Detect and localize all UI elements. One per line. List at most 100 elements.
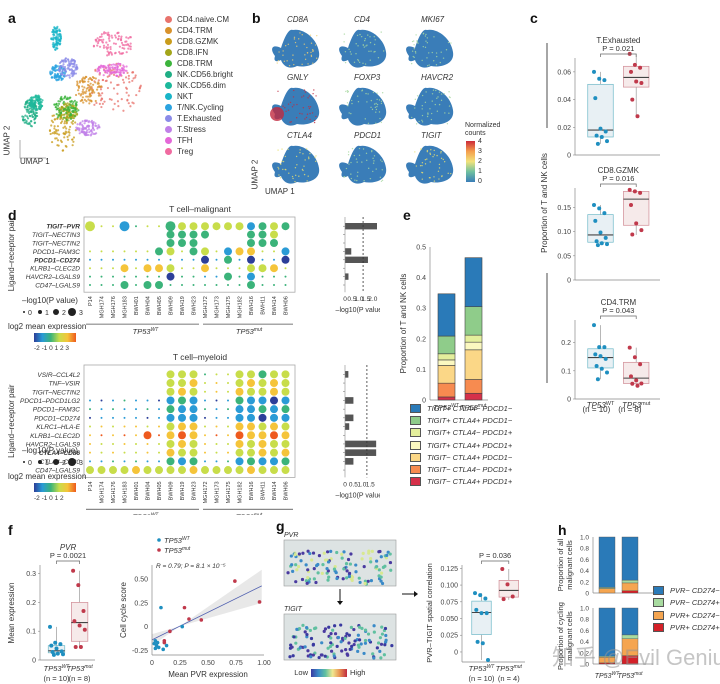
box [587, 214, 614, 243]
expr-point [443, 93, 445, 95]
data-point [597, 76, 602, 81]
spatial-spot [314, 580, 318, 585]
dot [189, 222, 198, 231]
cell-point [31, 114, 34, 117]
expr-point [362, 44, 365, 46]
legend-label: Treg [177, 147, 194, 156]
legend-label: T/NK.Cycling [177, 103, 224, 112]
expr-point [373, 51, 375, 53]
colorbar-title: Normalized counts [465, 122, 501, 137]
stacked-segment [598, 607, 616, 657]
cell-point [64, 70, 68, 73]
cell-point [73, 59, 76, 63]
cell-point [33, 106, 36, 109]
expr-point [287, 109, 290, 111]
expr-point [315, 115, 317, 118]
dot [178, 222, 186, 231]
sample-label: MGH176 [111, 481, 117, 503]
dot [258, 405, 267, 414]
expr-point [426, 158, 428, 160]
spatial-spot [326, 578, 330, 582]
expr-point [440, 93, 443, 95]
expr-point [430, 118, 433, 121]
dot [270, 230, 278, 239]
cell-point [65, 122, 68, 125]
ligand-receptor-pair: CD47–LGALS9 [35, 468, 80, 475]
cell-point [34, 99, 37, 102]
cell-point [97, 94, 101, 97]
cell-point [26, 108, 29, 111]
cell-point [82, 88, 85, 91]
expr-point [310, 51, 312, 54]
spatial-spot [377, 641, 381, 645]
cell-point [60, 77, 64, 80]
pvalue-bar [345, 371, 349, 378]
cell-point [81, 96, 84, 99]
umap-a-x-label: UMAP 1 [20, 157, 50, 166]
sample-label: MGH173 [215, 296, 221, 318]
spatial-spot [297, 552, 302, 556]
cell-point [116, 100, 120, 103]
ligand-receptor-pair: CTLA4–CD86 [39, 450, 81, 457]
sample-label: MGH182 [238, 481, 244, 503]
cell-point [54, 137, 57, 140]
legend-swatch [410, 477, 421, 487]
dot [146, 442, 149, 445]
gene-title: FOXP3 [354, 73, 381, 82]
spatial-spot [317, 554, 322, 558]
spatial-spot [348, 647, 352, 651]
bar-x-tick: 1.5 [366, 481, 375, 488]
spatial-spot [363, 628, 368, 632]
expr-point [370, 50, 372, 52]
cell-point [24, 114, 27, 117]
sample-label: MGH174 [100, 296, 106, 318]
cell-point [68, 131, 71, 134]
expr-point [348, 163, 350, 165]
spatial-spot [330, 649, 334, 653]
spatial-spot [322, 629, 326, 633]
legend-item: TIGIT− CTLA4+ PDCD1− [410, 451, 512, 463]
cell-point [74, 72, 78, 75]
dot [281, 431, 290, 440]
cell-point [68, 76, 71, 79]
cell-point [91, 131, 94, 134]
cell-point [75, 110, 78, 113]
color-legend-title: log2 mean expression [8, 472, 86, 481]
expr-point [293, 36, 296, 38]
cell-point [117, 71, 120, 74]
scatter-point [161, 647, 165, 652]
bar-x-tick: 0 [343, 296, 347, 303]
dot [224, 272, 232, 281]
cell-point [118, 45, 121, 48]
cell-point [76, 82, 79, 85]
legend-item: PVR+ CD274+ [653, 622, 720, 635]
legend-label: TP53WT [164, 536, 191, 545]
dot [135, 442, 137, 445]
dot [100, 284, 103, 286]
size-legend-dot [38, 460, 42, 464]
cell-point [114, 34, 117, 37]
cell-point [73, 115, 76, 118]
cell-point [105, 66, 108, 69]
stacked-segment [437, 353, 456, 361]
cell-point [68, 100, 72, 103]
expr-point [362, 148, 365, 150]
dot [89, 284, 91, 286]
expr-point [278, 51, 280, 53]
cell-point [91, 88, 95, 92]
cell-point [75, 103, 78, 106]
spatial-spot [290, 645, 294, 649]
expr-point [301, 63, 303, 66]
dot [97, 466, 106, 475]
sample-label: BWH11 [261, 296, 267, 315]
data-point [53, 640, 58, 645]
y-axis-label: Mean expression [7, 583, 16, 644]
spatial-spot [321, 562, 325, 567]
spatial-spot [352, 642, 356, 647]
sample-label: BWH16 [249, 481, 255, 500]
dot [166, 439, 175, 448]
dot [89, 425, 91, 428]
expr-point [368, 50, 370, 53]
expr-point [350, 99, 353, 102]
cell-point [21, 115, 24, 118]
